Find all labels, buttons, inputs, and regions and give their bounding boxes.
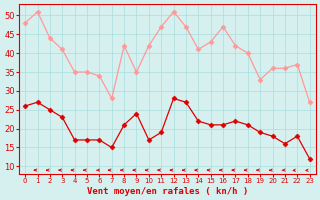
X-axis label: Vent moyen/en rafales ( kn/h ): Vent moyen/en rafales ( kn/h ): [87, 187, 248, 196]
